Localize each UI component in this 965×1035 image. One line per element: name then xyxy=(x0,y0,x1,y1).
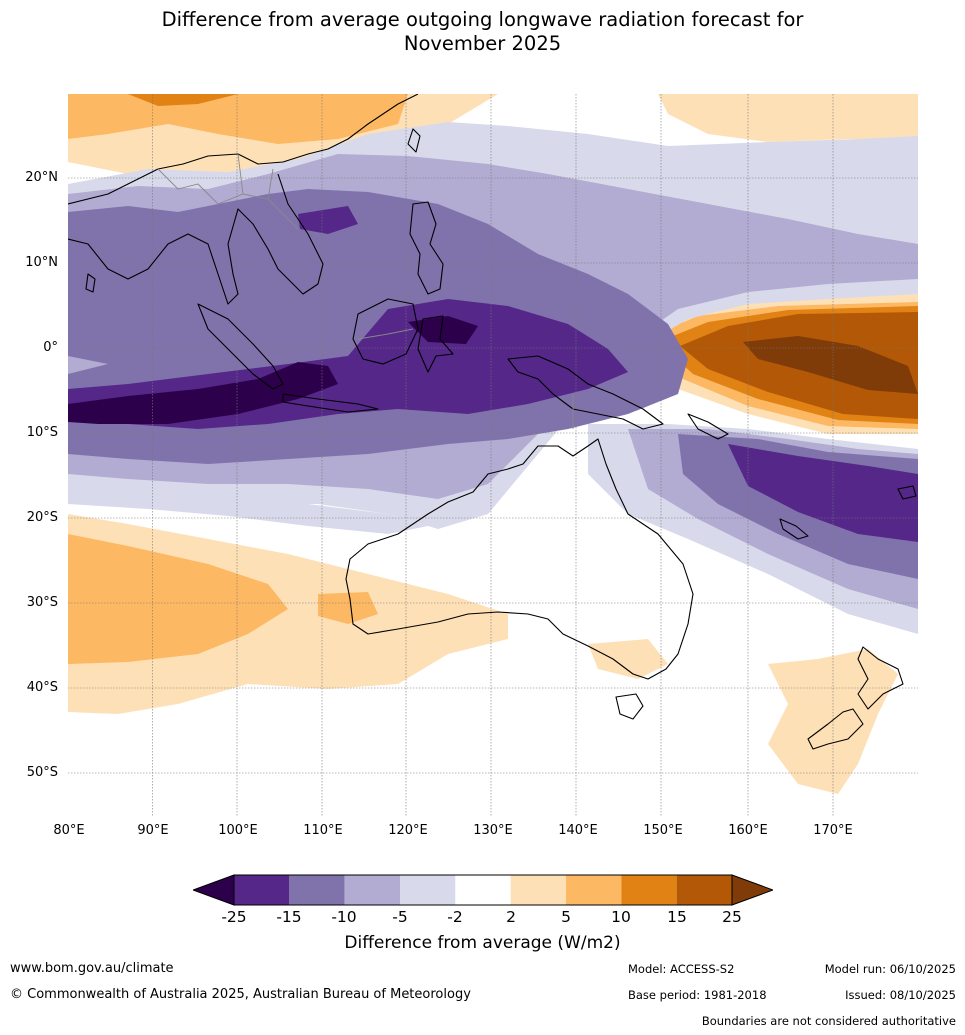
lon-label-100e: 100°E xyxy=(218,823,258,838)
anomaly-field-pac-extreme xyxy=(743,336,918,394)
lon-label-80e: 80°E xyxy=(53,823,85,838)
colorbar-tick: 15 xyxy=(667,908,687,926)
lon-label-120e: 120°E xyxy=(388,823,428,838)
coastline-solomons xyxy=(687,413,729,440)
colorbar-label: Difference from average (W/m2) xyxy=(344,933,621,953)
colorbar-bin xyxy=(289,875,345,905)
coastline-nz-south xyxy=(807,708,864,750)
colorbar-tick: -15 xyxy=(276,908,302,926)
colorbar-outline xyxy=(233,874,733,906)
anomaly-field-sio-mid xyxy=(68,534,288,664)
chart-title: Difference from average outgoing longwav… xyxy=(0,8,965,56)
model-run-date: Model run: 06/10/2025 xyxy=(824,962,956,976)
anomaly-map xyxy=(68,94,918,816)
lon-label-160e: 160°E xyxy=(728,823,768,838)
lon-label-140e: 140°E xyxy=(558,823,598,838)
coastline-se-asia xyxy=(68,94,419,305)
colorbar-bin xyxy=(455,875,511,905)
colorbar-tick: 5 xyxy=(561,908,571,926)
model-name: Model: ACCESS-S2 xyxy=(628,962,735,976)
coastline-tasmania xyxy=(615,693,644,720)
colorbar-tick: 10 xyxy=(611,908,631,926)
lon-label-110e: 110°E xyxy=(303,823,343,838)
anomaly-field-nw-mid xyxy=(68,94,408,144)
colorbar-extend-high xyxy=(731,874,773,906)
colorbar-extend-low xyxy=(193,874,235,906)
colorbar-bin xyxy=(510,875,566,905)
coastlines xyxy=(68,94,917,750)
coastline-fiji xyxy=(897,485,917,500)
lon-label-170e: 170°E xyxy=(813,823,853,838)
colorbar-tick: 2 xyxy=(506,908,516,926)
chart-title-line1: Difference from average outgoing longwav… xyxy=(161,8,804,31)
colorbar-bin xyxy=(344,875,400,905)
colorbar-bin xyxy=(676,875,732,905)
anomaly-field-maritime-extreme2 xyxy=(408,316,478,344)
colorbar-tick: -2 xyxy=(447,908,463,926)
anomaly-field-sio-mid2 xyxy=(318,592,378,624)
colorbar-tick: -10 xyxy=(331,908,357,926)
country-borders xyxy=(157,153,574,429)
lon-label-90e: 90°E xyxy=(137,823,169,838)
lon-label-150e: 150°E xyxy=(643,823,683,838)
anomaly-field-maritime-dark xyxy=(298,206,358,234)
colorbar-tick: -5 xyxy=(392,908,408,926)
map-gridlines xyxy=(68,94,918,816)
lat-label-40s: 40°S xyxy=(26,680,58,695)
lat-label-20s: 20°S xyxy=(26,510,58,525)
anomaly-field-maritime-extreme xyxy=(68,362,338,424)
coastline-new-caledonia xyxy=(779,518,809,540)
coastline-australia xyxy=(345,438,694,680)
coastline-taiwan xyxy=(407,128,421,153)
coastline-sulawesi xyxy=(417,315,454,373)
boundaries-disclaimer: Boundaries are not considered authoritat… xyxy=(701,1014,956,1028)
lat-label-50s: 50°S xyxy=(26,765,58,780)
coastline-java xyxy=(282,393,379,413)
colorbar-bin xyxy=(566,875,622,905)
lat-label-10s: 10°S xyxy=(26,425,58,440)
colorbar-bin xyxy=(400,875,456,905)
anomaly-field-tasman-light xyxy=(588,639,668,679)
lat-label-10n: 10°N xyxy=(25,255,58,270)
colorbar-bin xyxy=(234,875,290,905)
coastline-borneo xyxy=(352,298,419,365)
coastline-new-guinea xyxy=(507,355,664,430)
coastline-sri-lanka xyxy=(85,273,96,293)
lat-label-0: 0° xyxy=(43,340,58,355)
border-indochina xyxy=(157,153,299,230)
coastline-nz-north xyxy=(857,646,904,710)
lon-label-130e: 130°E xyxy=(473,823,513,838)
website-link[interactable]: www.bom.gov.au/climate xyxy=(10,961,174,976)
lat-label-20n: 20°N xyxy=(25,170,58,185)
anomaly-field-nw-dark xyxy=(128,94,238,106)
lat-label-30s: 30°S xyxy=(26,595,58,610)
copyright-text: © Commonwealth of Australia 2025, Austra… xyxy=(10,987,471,1002)
colorbar-tick: 25 xyxy=(722,908,742,926)
colorbar xyxy=(193,874,773,906)
issued-date: Issued: 08/10/2025 xyxy=(845,988,956,1002)
coastline-sumatra xyxy=(197,303,284,390)
coastline-philippines xyxy=(409,201,444,295)
colorbar-bin xyxy=(621,875,677,905)
anomaly-field-ne-light xyxy=(658,94,918,142)
colorbar-tick: -25 xyxy=(221,908,247,926)
border-borneo xyxy=(357,328,414,340)
base-period: Base period: 1981-2018 xyxy=(628,988,767,1002)
anomaly-field-spcz-dark xyxy=(728,444,918,542)
chart-title-line2: November 2025 xyxy=(403,32,562,55)
anomaly-field-sio-purple-lightest xyxy=(68,489,428,534)
